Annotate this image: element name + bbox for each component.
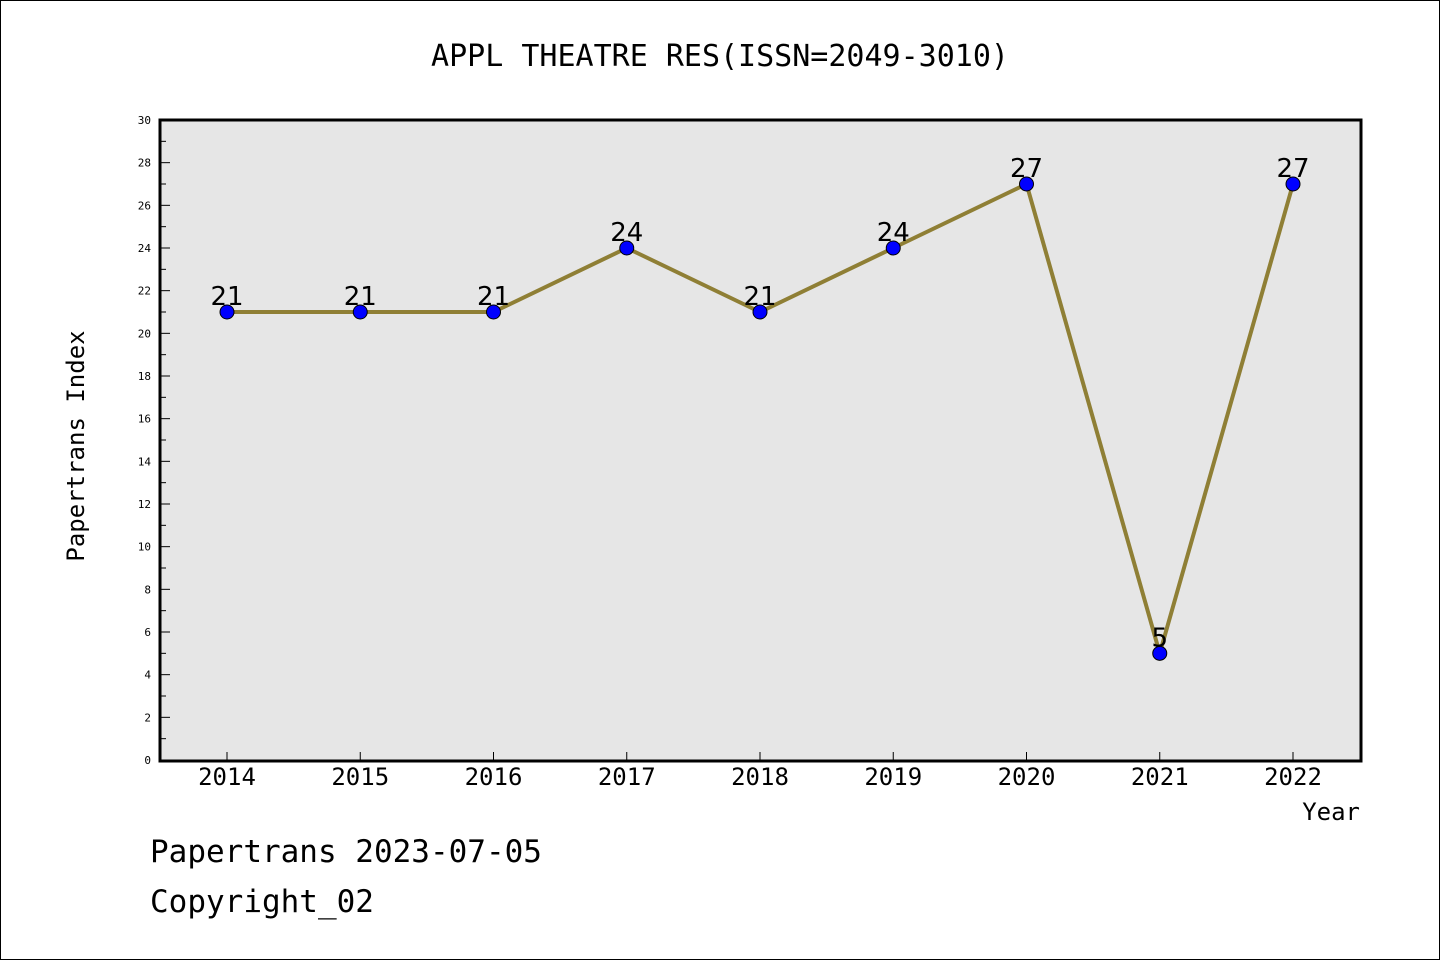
y-tick-label: 16 (138, 413, 151, 426)
data-label: 21 (210, 282, 243, 312)
data-point-marker (219, 304, 235, 320)
y-tick-label: 30 (138, 114, 151, 127)
data-label: 27 (1276, 154, 1309, 184)
y-tick-label: 2 (144, 711, 151, 724)
data-point-marker (352, 304, 368, 320)
data-label: 24 (877, 218, 910, 248)
data-point-marker (486, 304, 501, 320)
data-point-marker (619, 240, 635, 256)
y-tick-label: 26 (138, 199, 151, 212)
x-tick-label: 2019 (864, 763, 922, 791)
x-tick-label: 2020 (998, 763, 1056, 791)
y-tick-label: 24 (138, 242, 152, 255)
data-point-marker (1285, 176, 1301, 192)
x-axis: 2014 2015 2016 2017 2018 2019 2020 2021 2022 (198, 752, 1322, 791)
data-point-marker (1152, 645, 1168, 661)
y-tick-label: 6 (144, 626, 151, 639)
data-label: 21 (344, 282, 377, 312)
markers-group (219, 176, 1301, 661)
data-point-marker (885, 240, 901, 256)
x-tick-label: 2017 (598, 763, 656, 791)
data-point-marker (752, 304, 768, 320)
x-tick-label: 2021 (1131, 763, 1189, 791)
plot-area (158, 118, 1363, 763)
y-tick-label: 12 (138, 498, 151, 511)
x-tick-label: 2022 (1264, 763, 1322, 791)
x-axis-label: Year (1302, 798, 1360, 826)
data-label: 21 (477, 282, 510, 312)
y-tick-label: 20 (138, 327, 151, 340)
data-label: 24 (610, 218, 643, 248)
data-point-marker (1019, 176, 1034, 192)
y-tick-label: 0 (144, 754, 151, 767)
y-axis-label: Papertrans Index (62, 330, 90, 561)
y-tick-label: 14 (138, 455, 152, 468)
data-label: 5 (1151, 623, 1168, 653)
chart-title: APPL THEATRE RES(ISSN=2049-3010) (431, 39, 1009, 74)
y-tick-label: 28 (138, 157, 151, 170)
y-tick-label: 18 (138, 370, 151, 383)
x-tick-label: 2018 (731, 763, 789, 791)
data-label: 27 (1010, 154, 1043, 184)
y-tick-label: 10 (138, 541, 151, 554)
data-label: 21 (743, 282, 776, 312)
footer-copyright: Copyright_02 (150, 884, 374, 920)
y-tick-label: 8 (144, 583, 151, 596)
x-tick-label: 2016 (465, 763, 523, 791)
x-tick-label: 2014 (198, 763, 256, 791)
x-tick-label: 2015 (331, 763, 389, 791)
y-tick-label: 4 (144, 669, 151, 682)
data-labels-group: 21 21 21 24 21 24 27 5 27 (210, 154, 1309, 653)
y-tick-label: 22 (138, 285, 151, 298)
footer-date: Papertrans 2023-07-05 (150, 834, 542, 870)
